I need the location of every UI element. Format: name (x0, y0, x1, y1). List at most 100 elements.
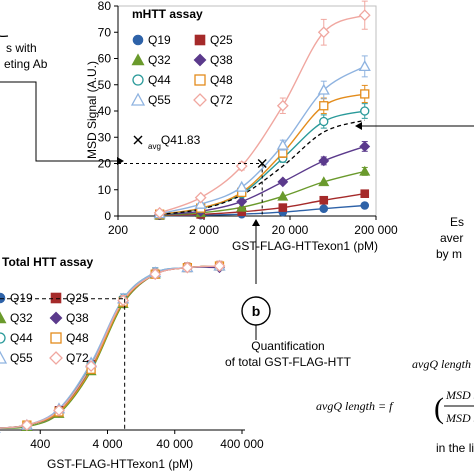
legend-marker-q19 (0, 292, 6, 304)
right-line-3: by m (436, 247, 462, 261)
legend-marker-q25 (50, 292, 62, 304)
point-q25 (278, 203, 288, 212)
mhtt-legend: Q19 Q25 Q32 Q38 Q44 Q48 Q55 Q72 avgQ41.83 (130, 33, 233, 151)
x-tick-label: 40 000 (156, 437, 193, 451)
point-q44 (360, 106, 370, 116)
legend-label-q19: Q19 (148, 33, 171, 47)
total-legend: Q19 Q25 Q32 Q38 Q44 Q48 Q55 Q72 (0, 291, 89, 365)
point-q32 (277, 190, 289, 201)
x-tick-label: 20 000 (272, 223, 309, 237)
point-q25 (360, 189, 370, 198)
point-q72 (153, 206, 166, 219)
legend-ref-prefix: avg (148, 142, 161, 151)
point-q55 (317, 83, 330, 95)
legend-marker-q32 (0, 311, 7, 324)
left-top-line-2: eting Ab (4, 57, 48, 71)
legend-label-q48: Q48 (210, 73, 233, 87)
legend-label-q44: Q44 (148, 73, 171, 87)
y-tick-label: 30 (98, 130, 112, 144)
point-q72 (276, 99, 289, 112)
reference-marker-stroke-b (257, 159, 267, 168)
total-dashed-guide (0, 298, 126, 430)
left-top-line-1: s with (6, 41, 37, 55)
legend-label-q48: Q48 (66, 331, 89, 345)
x-tick-label: 4 000 (92, 437, 122, 451)
legend-marker-q48 (194, 74, 206, 86)
reference-marker (257, 159, 267, 168)
mhtt-y-axis-label: MSD Signal (A.U.) (85, 61, 99, 159)
legend-marker-q25 (194, 34, 206, 46)
x-tick-label: 400 (30, 437, 50, 451)
point-q38 (359, 141, 371, 152)
point-q72 (53, 404, 65, 417)
legend-label-q72: Q72 (210, 93, 233, 107)
total-chart-title: Total HTT assay (2, 255, 93, 269)
point-q25 (319, 195, 329, 205)
point-q55 (276, 138, 289, 150)
point-q72 (194, 191, 207, 204)
curve-q25 (0, 265, 220, 429)
circled-label-arc (0, 35, 9, 37)
formula-main: avgQ length = f (316, 399, 394, 413)
point-q19 (360, 201, 370, 210)
y-tick-label: 40 (98, 104, 112, 118)
legend-marker-q72 (193, 93, 207, 107)
point-q72 (317, 26, 330, 39)
right-line-2: aver (440, 231, 463, 245)
legend-marker-q55 (130, 92, 146, 106)
x-tick-label: 200 (108, 223, 128, 237)
y-tick-label: 0 (104, 209, 111, 223)
legend-label-q55: Q55 (148, 93, 171, 107)
mhtt-chart-title: mHTT assay (132, 7, 203, 21)
mhtt-chart: mHTT assay MSD Signal (A.U.) GST-FLAG-HT… (85, 0, 398, 253)
x-tick-label: 200 000 (354, 223, 398, 237)
legend-label-q55: Q55 (10, 351, 33, 365)
point-q72 (358, 9, 371, 22)
total-ticks: 400 4 000 40 000 400 000 (30, 430, 264, 451)
quantification-line-2: of total GST-FLAG-HTT (225, 355, 352, 369)
point-q32 (318, 176, 330, 187)
left-arrow-line (0, 81, 117, 162)
legend-label-q32: Q32 (10, 311, 33, 325)
y-tick-label: 50 (98, 78, 112, 92)
in-the-line: in the li (436, 441, 474, 455)
legend-label-q72: Q72 (66, 351, 89, 365)
x-tick-label: 400 000 (220, 437, 264, 451)
y-tick-label: 60 (98, 52, 112, 66)
mhtt-points (153, 0, 371, 221)
point-q55 (235, 180, 248, 192)
point-q72 (213, 260, 226, 272)
point-q19 (319, 204, 329, 213)
point-q72 (149, 268, 162, 281)
point-q55 (358, 60, 371, 72)
legend-ref-suffix: Q41.83 (161, 133, 201, 147)
curve-q44 (0, 265, 220, 429)
legend-label-q44: Q44 (10, 331, 33, 345)
right-line-1: Es (450, 215, 464, 229)
mhtt-ticks: 0 10 20 30 40 50 60 70 80 200 2 000 20 000 200 000 (98, 0, 398, 237)
curve-q19 (0, 265, 220, 429)
point-q38 (318, 155, 330, 167)
point-q72 (20, 419, 33, 431)
curve-q48 (0, 265, 220, 429)
y-tick-label: 80 (98, 0, 112, 13)
legend-marker-q38 (193, 53, 207, 67)
legend-label-q19: Q19 (10, 291, 33, 305)
legend-marker-q38 (49, 311, 63, 325)
total-curves (0, 265, 220, 430)
quantification-line-1: Quantification (251, 339, 324, 353)
formula-denominator: MSD Signal with r (445, 411, 474, 425)
mhtt-reference (118, 159, 267, 216)
legend-label-reference: avgQ41.83 (148, 133, 201, 151)
legend-marker-q44 (0, 332, 6, 344)
point-q55 (194, 197, 207, 209)
point-q72 (181, 261, 194, 274)
legend-label-q25: Q25 (66, 291, 89, 305)
legend-marker-q72 (49, 351, 63, 365)
legend-marker-reference-stroke-b (133, 135, 143, 145)
legend-label-q25: Q25 (210, 33, 233, 47)
curve-q38 (0, 266, 220, 429)
formula-small: avgQ length (412, 357, 471, 371)
point-q38 (277, 176, 289, 188)
